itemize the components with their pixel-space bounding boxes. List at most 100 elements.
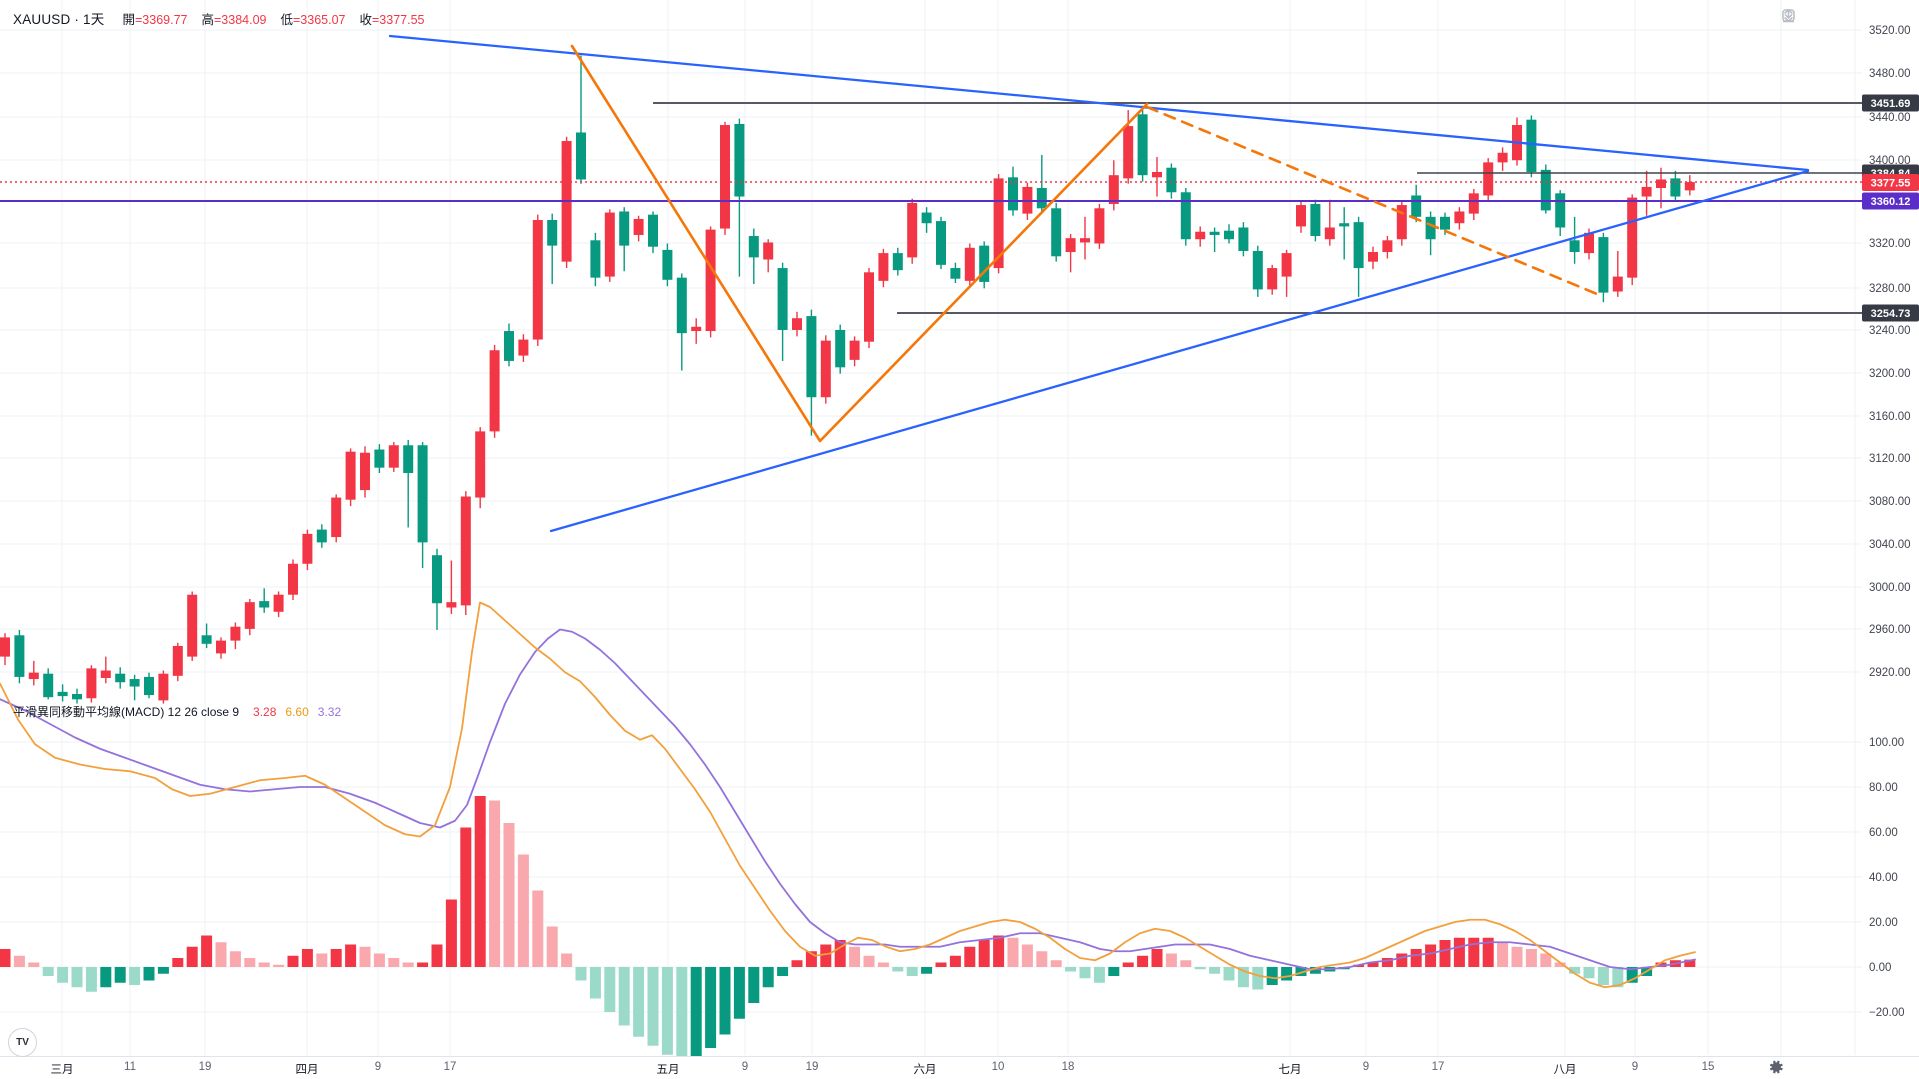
macd-bar — [1554, 962, 1566, 967]
candle — [576, 132, 586, 180]
symbol-legend[interactable]: XAUUSD · 1天 開=3369.77 高=3384.09 低=3365.07 收… — [13, 8, 424, 28]
candle — [604, 212, 615, 277]
macd-bar — [1180, 960, 1192, 967]
candle — [43, 673, 54, 698]
macd-legend[interactable]: 平滑異同移動平均線(MACD) 12 26 close 9 3.28 6.60 3.… — [13, 703, 341, 720]
time-axis-label: 八月 — [1553, 1064, 1577, 1076]
macd-bar — [805, 951, 817, 967]
orange-zigzag-line[interactable] — [570, 44, 1149, 443]
macd-bar — [1583, 967, 1595, 979]
price-axis-label: 2960.00 — [1869, 624, 1911, 636]
macd-bar — [57, 967, 69, 983]
macd-bar — [748, 967, 760, 1003]
orange-dashed-line[interactable] — [1145, 105, 1599, 296]
candle — [648, 214, 658, 247]
time-axis-label: 19 — [198, 1061, 212, 1073]
price-axis-label: 3320.00 — [1869, 238, 1911, 250]
time-axis-label: 三月 — [50, 1064, 74, 1076]
macd-bar — [301, 949, 313, 967]
time-axis-label: 9 — [374, 1061, 382, 1073]
candle — [331, 497, 342, 538]
macd-bar — [978, 940, 990, 967]
collapse-panes-icon[interactable] — [1784, 7, 1828, 26]
macd-bar — [1453, 937, 1465, 967]
time-axis-label: 15 — [1701, 1061, 1715, 1073]
macd-bar — [229, 951, 241, 967]
ohlc-pair: 開=3369.77 — [122, 12, 188, 27]
candle — [1252, 250, 1263, 290]
candle — [979, 245, 990, 282]
candle — [144, 676, 154, 696]
candle — [0, 637, 10, 657]
candle — [129, 679, 140, 687]
candle — [878, 253, 889, 281]
macd-bar — [1626, 967, 1638, 983]
trendline-upper-blue[interactable] — [388, 34, 1810, 172]
macd-bar — [1655, 962, 1667, 967]
candle — [619, 211, 630, 246]
candle — [1584, 232, 1594, 254]
trendline-lower-blue[interactable] — [549, 169, 1810, 533]
time-axis-label: 10 — [991, 1061, 1005, 1073]
candle — [1123, 126, 1134, 179]
candle — [950, 268, 961, 279]
macd-bar — [1439, 940, 1451, 967]
time-axis[interactable]: 三月 11 19 四月 9 17 五月 9 19 六月 10 18 七月 9 17 八月 9 15 — [0, 1056, 1919, 1079]
macd-bar — [157, 967, 169, 974]
macd-bar — [618, 967, 630, 1026]
symbol-title[interactable]: XAUUSD · 1天 — [13, 12, 105, 27]
macd-bar — [42, 967, 54, 976]
price-axis-label: 3280.00 — [1869, 283, 1911, 295]
candle — [1425, 216, 1436, 240]
candle — [835, 329, 846, 368]
macd-bar — [1612, 967, 1624, 988]
candle — [1368, 252, 1378, 262]
candle — [691, 326, 702, 332]
candle — [547, 220, 558, 246]
macd-axis-label: −20.00 — [1869, 1007, 1905, 1019]
maximize-pane-icon[interactable] — [1782, 7, 1857, 26]
candle — [1108, 175, 1119, 205]
macd-bar — [791, 960, 803, 967]
macd-bar — [445, 899, 457, 967]
macd-value: 6.60 — [285, 704, 309, 719]
macd-bar — [1223, 967, 1235, 981]
candle — [1065, 238, 1076, 253]
tradingview-logo[interactable]: TV — [8, 1028, 37, 1057]
price-axis-label: 3400.00 — [1869, 155, 1911, 167]
price-badge-label: 3377.55 — [1871, 178, 1911, 190]
macd-bar — [705, 967, 717, 1048]
candle — [172, 645, 183, 676]
candle — [1396, 205, 1407, 240]
candle — [1296, 205, 1306, 227]
candle — [1440, 216, 1450, 230]
candle — [734, 123, 745, 197]
candle — [86, 668, 97, 699]
candle — [1598, 237, 1609, 293]
time-axis-label: 五月 — [656, 1064, 680, 1076]
macd-bar — [1065, 967, 1077, 972]
price-axis-label: 3200.00 — [1869, 368, 1911, 380]
macd-bar — [517, 854, 529, 967]
candle — [1281, 253, 1292, 277]
candle — [1051, 208, 1062, 257]
macd-bar — [733, 967, 745, 1019]
time-axis-label: 四月 — [295, 1064, 319, 1076]
macd-axis-label: 100.00 — [1869, 737, 1904, 749]
candle — [1195, 231, 1206, 240]
macd-bar — [935, 962, 947, 967]
macd-bar — [431, 944, 443, 967]
macd-bar — [1050, 960, 1062, 967]
macd-title[interactable]: 平滑異同移動平均線(MACD) 12 26 close 9 — [13, 705, 240, 719]
price-axis-label: 3240.00 — [1869, 325, 1911, 337]
macd-bar — [532, 890, 544, 967]
time-axis-label: 9 — [1362, 1061, 1370, 1073]
macd-bar — [892, 967, 904, 972]
macd-bar — [1093, 967, 1105, 983]
candle — [590, 240, 601, 278]
candle — [748, 236, 759, 258]
candle — [864, 272, 874, 342]
candle — [1483, 162, 1494, 196]
macd-bar — [1252, 967, 1264, 990]
